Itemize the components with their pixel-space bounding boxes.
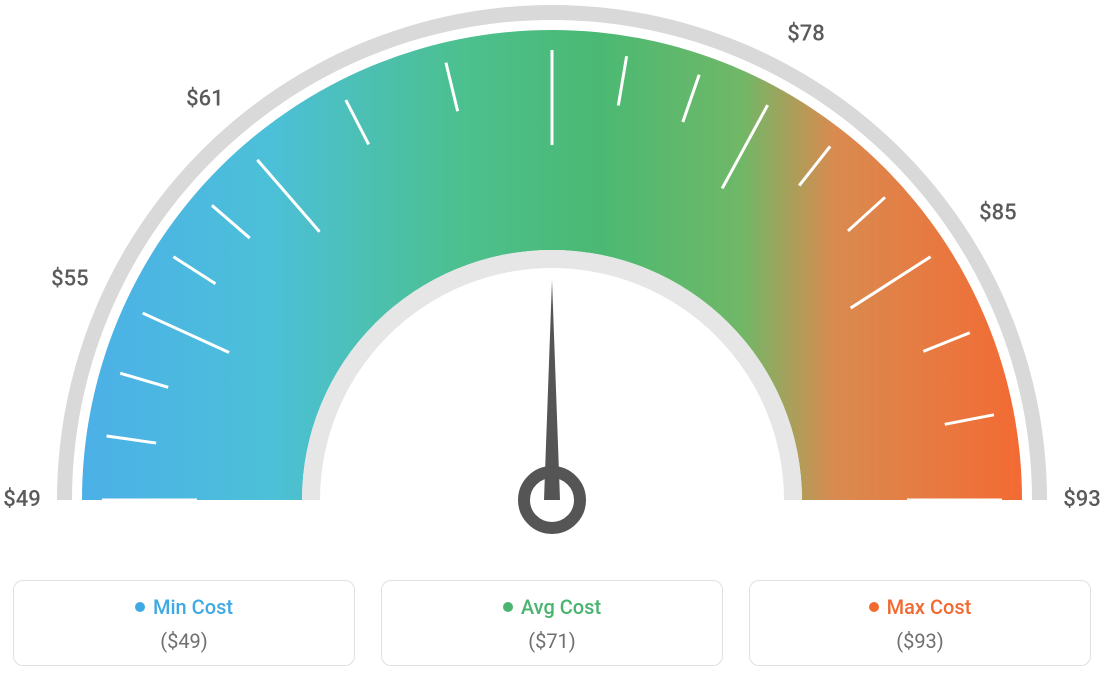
legend-card-avg: Avg Cost ($71) [381, 580, 723, 666]
legend-card-header: Max Cost [760, 595, 1080, 619]
gauge-tick-label: $85 [979, 200, 1017, 225]
legend-card-max: Max Cost ($93) [749, 580, 1091, 666]
legend-value: ($49) [24, 629, 344, 653]
gauge-tick-label: $49 [3, 487, 41, 512]
legend-card-header: Avg Cost [392, 595, 712, 619]
legend-dot-icon [135, 602, 145, 612]
legend-label: Max Cost [887, 595, 972, 619]
legend-label: Avg Cost [521, 595, 601, 619]
gauge-svg: $49$55$61$71$78$85$93 [0, 0, 1104, 560]
legend-row: Min Cost ($49) Avg Cost ($71) Max Cost (… [0, 580, 1104, 666]
gauge-chart-container: $49$55$61$71$78$85$93 Min Cost ($49) Avg… [0, 0, 1104, 690]
gauge-tick-label: $93 [1063, 487, 1101, 512]
legend-value: ($71) [392, 629, 712, 653]
legend-card-header: Min Cost [24, 595, 344, 619]
legend-card-min: Min Cost ($49) [13, 580, 355, 666]
gauge-tick-label: $61 [186, 86, 224, 111]
legend-value: ($93) [760, 629, 1080, 653]
gauge-tick-label: $55 [51, 267, 89, 292]
legend-label: Min Cost [153, 595, 233, 619]
legend-dot-icon [869, 602, 879, 612]
gauge-tick-label: $78 [787, 22, 825, 47]
legend-dot-icon [503, 602, 513, 612]
